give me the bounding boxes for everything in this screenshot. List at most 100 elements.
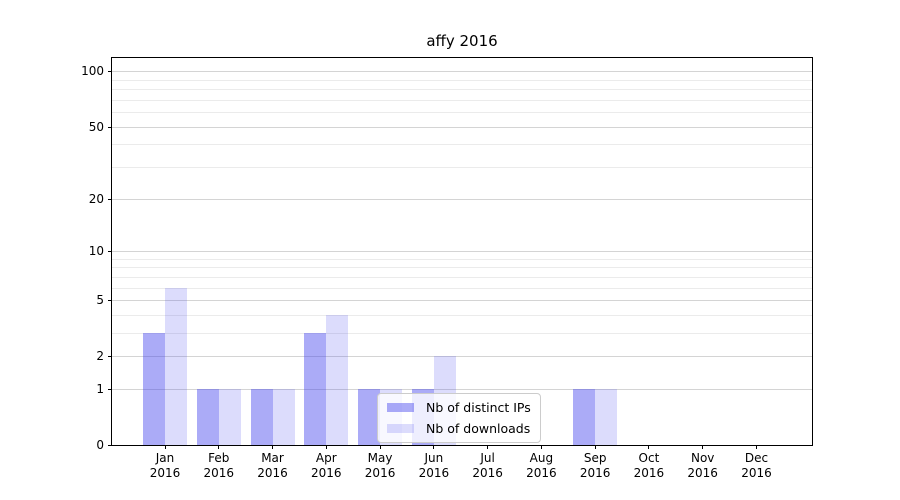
x-tick-label: Mar 2016 [245, 451, 301, 481]
x-tick-month: Oct [638, 451, 660, 465]
x-tick-mark [164, 445, 166, 449]
y-tick-label: 10 [88, 243, 104, 258]
bar-may-distinct-ips [358, 388, 381, 445]
major-gridline [112, 299, 812, 301]
x-tick-label: Feb 2016 [191, 451, 247, 481]
x-tick-mark [325, 445, 327, 449]
x-tick-mark [648, 445, 650, 449]
x-tick-year: 2016 [687, 466, 718, 480]
x-tick-label: Aug 2016 [513, 451, 569, 481]
legend-label-distinct-ips: Nb of distinct IPs [426, 400, 531, 415]
legend-label-downloads: Nb of downloads [426, 421, 531, 436]
x-tick-month: May [367, 451, 393, 465]
y-tick-label: 2 [96, 349, 104, 364]
minor-gridline [112, 144, 812, 146]
minor-gridline [112, 89, 812, 91]
x-tick-month: Mar [261, 451, 284, 465]
x-tick-year: 2016 [579, 466, 611, 480]
minor-gridline [112, 332, 812, 334]
y-tick-mark [108, 388, 112, 390]
x-tick-label: Dec 2016 [728, 451, 784, 481]
legend-item-distinct-ips: Nb of distinct IPs [387, 400, 531, 415]
bar-jan-downloads [165, 287, 187, 445]
bar-mar-downloads [272, 388, 295, 445]
bar-apr-distinct-ips [304, 332, 327, 445]
x-tick-year: 2016 [149, 466, 181, 480]
legend: Nb of distinct IPs Nb of downloads [377, 393, 541, 443]
major-gridline [112, 198, 812, 200]
y-tick-mark [108, 71, 112, 73]
y-tick-mark [108, 445, 112, 446]
x-tick-mark [594, 445, 596, 449]
x-tick-month: Sep [583, 451, 607, 465]
major-gridline [112, 250, 812, 252]
minor-gridline [112, 112, 812, 114]
bar-sep-distinct-ips [573, 388, 596, 445]
x-tick-label: Sep 2016 [567, 451, 623, 481]
x-tick-month: Feb [208, 451, 230, 465]
x-tick-mark [487, 445, 489, 449]
x-tick-month: Jun [424, 451, 444, 465]
minor-gridline [112, 79, 812, 81]
x-tick-mark [272, 445, 274, 449]
y-tick-label: 20 [88, 191, 104, 206]
bar-sep-downloads [595, 388, 618, 445]
major-gridline [112, 71, 812, 73]
x-tick-year: 2016 [526, 466, 557, 480]
x-tick-month: Apr [315, 451, 337, 465]
minor-gridline [112, 167, 812, 169]
legend-swatch-distinct-ips [387, 403, 414, 412]
x-tick-month: Jul [480, 451, 495, 465]
minor-gridline [112, 258, 812, 260]
x-tick-label: Oct 2016 [621, 451, 677, 481]
x-tick-label: Nov 2016 [675, 451, 731, 481]
x-tick-mark [702, 445, 704, 449]
chart-title: affy 2016 [426, 32, 498, 50]
x-tick-label: Jun 2016 [406, 451, 462, 481]
x-tick-year: 2016 [257, 466, 288, 480]
bar-mar-distinct-ips [250, 388, 273, 445]
minor-gridline [112, 314, 812, 316]
x-tick-year: 2016 [203, 466, 235, 480]
x-tick-mark [433, 445, 435, 449]
minor-gridline [112, 287, 812, 289]
plot-area: Nb of distinct IPs Nb of downloads [111, 57, 813, 446]
major-gridline [112, 126, 812, 128]
bar-feb-distinct-ips [196, 388, 219, 445]
y-tick-label: 5 [96, 292, 104, 307]
x-tick-year: 2016 [741, 466, 772, 480]
y-tick-mark [108, 299, 112, 301]
y-tick-label: 100 [81, 64, 104, 79]
major-gridline [112, 388, 812, 390]
y-tick-mark [108, 356, 112, 358]
minor-gridline [112, 267, 812, 269]
x-tick-label: May 2016 [352, 451, 408, 481]
x-tick-year: 2016 [311, 466, 342, 480]
x-tick-year: 2016 [418, 466, 450, 480]
minor-gridline [112, 276, 812, 278]
y-tick-label: 0 [96, 438, 104, 452]
x-tick-month: Jan [155, 451, 175, 465]
bar-apr-downloads [326, 314, 349, 445]
x-tick-mark [540, 445, 542, 449]
x-tick-year: 2016 [633, 466, 665, 480]
bar-jan-distinct-ips [143, 332, 165, 445]
y-tick-mark [108, 250, 112, 252]
y-tick-label: 50 [88, 119, 104, 134]
x-tick-label: Jan 2016 [137, 451, 193, 481]
legend-item-downloads: Nb of downloads [387, 421, 531, 436]
y-tick-mark [108, 126, 112, 128]
x-tick-month: Nov [690, 451, 715, 465]
x-tick-label: Jul 2016 [460, 451, 516, 481]
y-tick-mark [108, 198, 112, 200]
x-tick-mark [218, 445, 220, 449]
x-tick-mark [755, 445, 757, 449]
x-tick-month: Aug [529, 451, 554, 465]
x-tick-label: Apr 2016 [298, 451, 354, 481]
minor-gridline [112, 100, 812, 102]
x-tick-year: 2016 [472, 466, 503, 480]
x-tick-month: Dec [744, 451, 769, 465]
x-tick-year: 2016 [364, 466, 396, 480]
x-tick-mark [379, 445, 381, 449]
